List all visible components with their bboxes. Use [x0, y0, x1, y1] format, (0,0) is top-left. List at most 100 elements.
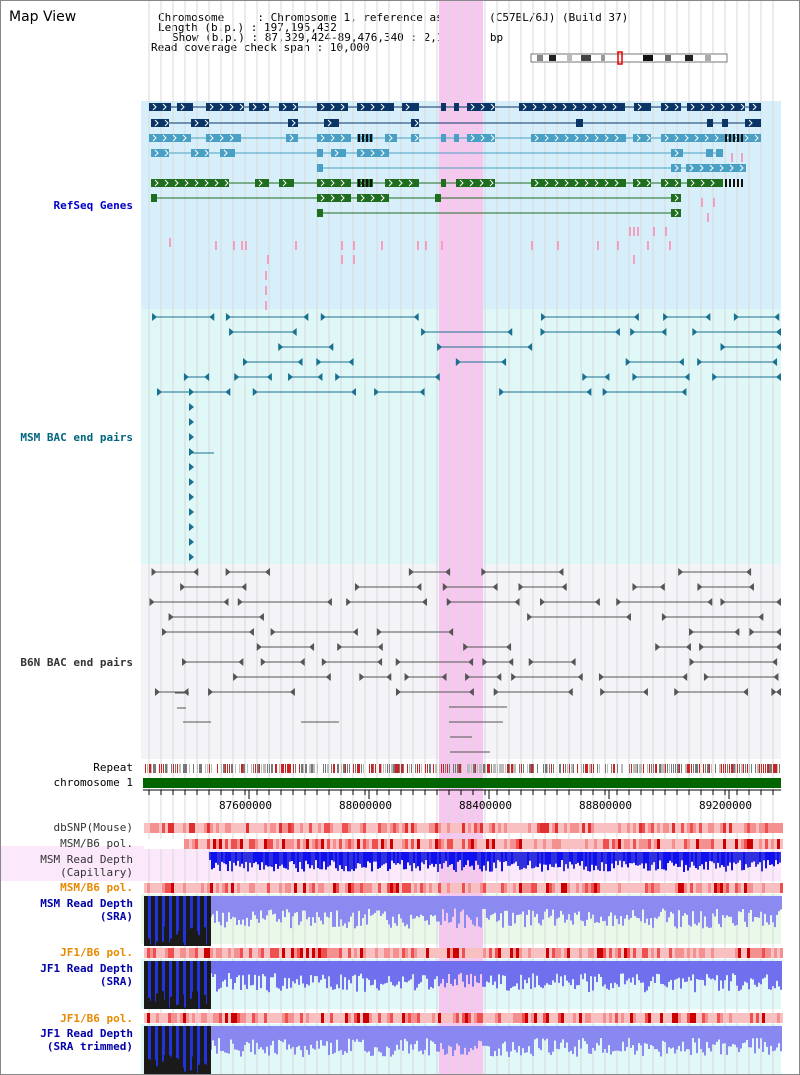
bac-end-marker[interactable]	[256, 643, 262, 651]
gene-exon[interactable]	[151, 179, 229, 187]
predicted-gene-tick[interactable]	[701, 198, 703, 207]
bac-end-marker[interactable]	[681, 388, 687, 396]
refseq-gene-row[interactable]	[151, 119, 761, 127]
bac-end-marker[interactable]	[243, 358, 249, 366]
gene-exon[interactable]	[716, 149, 723, 157]
bac-end-marker[interactable]	[376, 628, 382, 636]
bac-end-marker[interactable]	[328, 343, 334, 351]
bac-end-marker[interactable]	[320, 313, 326, 321]
refseq-gene-row[interactable]	[151, 179, 743, 187]
predicted-gene-tick[interactable]	[617, 241, 619, 250]
track-label-b6n-bac-end-pairs[interactable]: B6N BAC end pairs	[20, 656, 133, 669]
predicted-gene-tick[interactable]	[169, 238, 171, 247]
gene-exon[interactable]	[317, 103, 348, 111]
ideogram-position-marker[interactable]	[617, 51, 623, 65]
gene-exon[interactable]	[411, 119, 419, 127]
bac-end-marker[interactable]	[189, 478, 194, 486]
bac-end-marker[interactable]	[689, 628, 695, 636]
bac-end-marker[interactable]	[661, 613, 667, 621]
bac-end-marker[interactable]	[446, 598, 452, 606]
bac-end-marker[interactable]	[481, 568, 487, 576]
gene-exon[interactable]	[707, 119, 713, 127]
bac-end-marker[interactable]	[168, 613, 174, 621]
refseq-gene-row[interactable]	[149, 134, 761, 142]
bac-end-marker[interactable]	[705, 313, 711, 321]
gene-exon[interactable]	[177, 103, 193, 111]
bac-end-marker[interactable]	[692, 328, 698, 336]
bac-end-marker[interactable]	[386, 673, 392, 681]
bac-end-marker[interactable]	[208, 688, 214, 696]
bac-end-marker[interactable]	[614, 328, 620, 336]
msm-read-depth-sra-track[interactable]	[144, 896, 782, 946]
predicted-gene-tick[interactable]	[637, 227, 639, 236]
bac-end-marker[interactable]	[351, 388, 357, 396]
bac-end-marker[interactable]	[309, 643, 315, 651]
bac-end-marker[interactable]	[258, 613, 264, 621]
bac-end-marker[interactable]	[540, 328, 546, 336]
gene-exon[interactable]	[749, 103, 761, 111]
gene-exon[interactable]	[191, 119, 209, 127]
bac-end-marker[interactable]	[189, 508, 194, 516]
bac-end-marker[interactable]	[260, 658, 266, 666]
track-label-msm-read-depth-sra[interactable]: MSM Read Depth	[40, 897, 133, 910]
bac-end-marker[interactable]	[359, 673, 365, 681]
gene-exon[interactable]	[357, 103, 394, 111]
track-label-jf1-read-depth-trimmed[interactable]: JF1 Read Depth	[40, 1027, 133, 1040]
bac-end-marker[interactable]	[746, 568, 752, 576]
refseq-gene-row[interactable]	[317, 209, 681, 217]
gene-exon[interactable]	[671, 164, 681, 172]
bac-end-marker[interactable]	[582, 373, 588, 381]
bac-end-marker[interactable]	[697, 358, 703, 366]
predicted-gene-tick[interactable]	[557, 241, 559, 250]
refseq-gene-row[interactable]	[151, 149, 723, 157]
gene-exon[interactable]	[456, 179, 495, 187]
bac-end-marker[interactable]	[335, 373, 341, 381]
gene-exon[interactable]	[435, 194, 441, 202]
bac-end-marker[interactable]	[689, 658, 695, 666]
gene-exon[interactable]	[671, 209, 681, 217]
b6n-bac-end-pairs-track[interactable]	[149, 568, 781, 696]
gene-exon[interactable]	[745, 119, 761, 127]
bac-end-marker[interactable]	[733, 313, 739, 321]
bac-end-marker[interactable]	[149, 598, 155, 606]
predicted-gene-tick[interactable]	[713, 198, 715, 207]
chromosome-ideogram[interactable]	[530, 51, 728, 65]
bac-end-marker[interactable]	[699, 643, 705, 651]
predicted-gene-tick[interactable]	[629, 227, 631, 236]
bac-end-marker[interactable]	[682, 673, 688, 681]
gene-exon[interactable]	[441, 134, 446, 142]
bac-end-marker[interactable]	[395, 658, 401, 666]
bac-end-marker[interactable]	[663, 313, 669, 321]
bac-end-marker[interactable]	[434, 373, 440, 381]
bac-end-marker[interactable]	[748, 583, 754, 591]
bac-end-marker[interactable]	[346, 598, 352, 606]
bac-end-marker[interactable]	[493, 688, 499, 696]
predicted-gene-tick[interactable]	[731, 153, 733, 162]
predicted-gene-tick[interactable]	[267, 255, 269, 264]
track-label-jf1-b6-pol-trimmed[interactable]: JF1/B6 pol.	[60, 1012, 133, 1025]
bac-end-marker[interactable]	[238, 658, 244, 666]
bac-end-marker[interactable]	[465, 673, 471, 681]
bac-end-marker[interactable]	[154, 688, 160, 696]
bac-end-marker[interactable]	[776, 643, 781, 651]
gene-exon[interactable]	[288, 119, 298, 127]
bac-end-marker[interactable]	[326, 598, 332, 606]
msm-b6-pol-capillary-track[interactable]	[144, 839, 783, 849]
bac-end-marker[interactable]	[189, 553, 194, 561]
b6n-bac-column[interactable]	[175, 692, 507, 753]
gene-exon[interactable]	[441, 103, 446, 111]
bac-end-marker[interactable]	[404, 673, 410, 681]
predicted-gene-tick[interactable]	[381, 241, 383, 250]
bac-end-marker[interactable]	[594, 598, 600, 606]
predicted-gene-tick[interactable]	[265, 301, 267, 310]
bac-end-marker[interactable]	[633, 313, 639, 321]
gene-exon[interactable]	[687, 103, 745, 111]
bac-end-marker[interactable]	[234, 373, 240, 381]
bac-end-marker[interactable]	[337, 643, 343, 651]
predicted-gene-tick[interactable]	[647, 241, 649, 250]
bac-end-marker[interactable]	[237, 598, 243, 606]
gene-exon[interactable]	[317, 164, 323, 172]
bac-end-marker[interactable]	[377, 643, 383, 651]
track-label-msm-read-depth-capillary[interactable]: MSM Read Depth	[40, 853, 133, 866]
bac-end-marker[interactable]	[303, 313, 309, 321]
